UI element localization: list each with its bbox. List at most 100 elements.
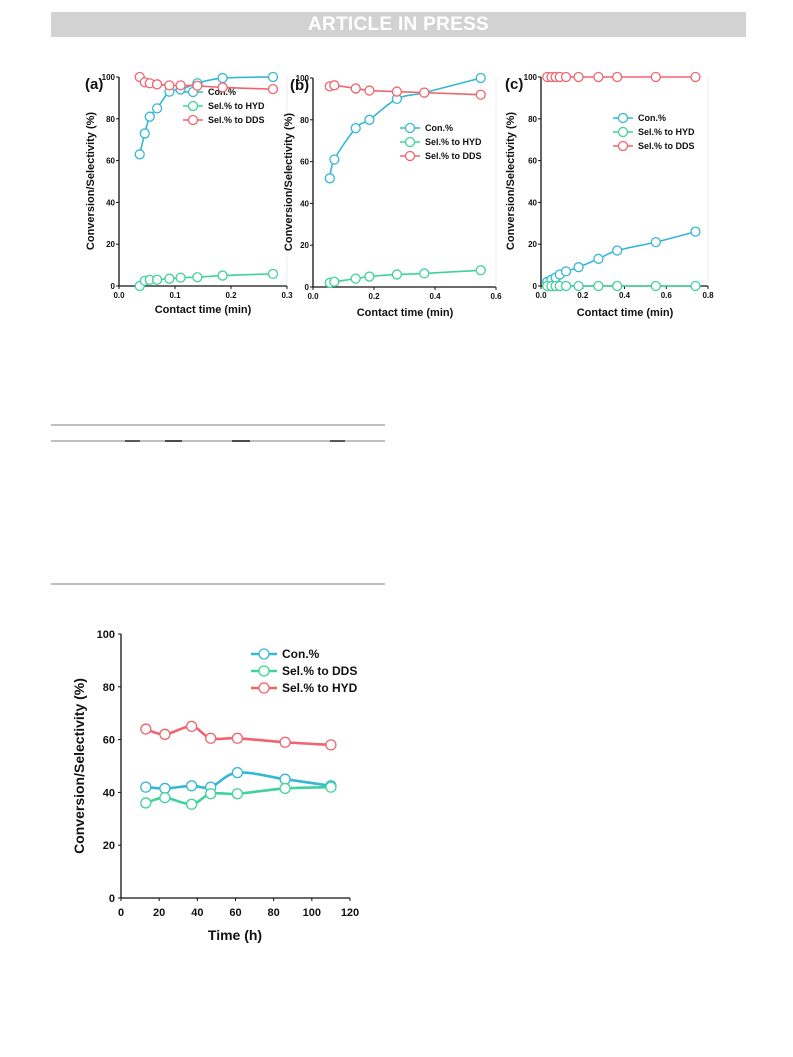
x-tick-label: 0.3	[281, 291, 293, 300]
data-point	[419, 87, 430, 98]
y-tick-label: 80	[528, 115, 537, 124]
data-point	[159, 728, 171, 740]
x-tick-label: 0	[118, 907, 124, 919]
data-point	[217, 72, 228, 84]
data-point	[140, 781, 152, 793]
data-point	[573, 280, 584, 292]
data-point	[231, 788, 244, 800]
x-axis-label: Time (h)	[208, 927, 262, 943]
chart-panel-b: 0 20 40 60 80 100 0.0 0.2 0.4 0.6 Contact time (mi…	[283, 72, 502, 319]
y-axis-label: Conversion/Selectivity (%)	[283, 113, 295, 251]
data-point	[192, 272, 203, 283]
data-point	[151, 103, 163, 114]
y-tick-label: 40	[106, 198, 115, 207]
y-tick-label: 20	[106, 240, 115, 249]
table-rules	[51, 424, 385, 585]
legend-marker	[187, 100, 199, 112]
data-point	[475, 89, 486, 100]
data-point	[175, 80, 186, 91]
legend-label: Con.%	[638, 113, 666, 123]
data-point	[690, 280, 701, 292]
data-point	[185, 720, 198, 733]
panel-label: (c)	[505, 76, 523, 93]
legend-marker	[187, 114, 199, 126]
data-point	[475, 265, 486, 276]
data-point	[217, 82, 228, 93]
x-tick-label: 0.2	[368, 292, 380, 301]
x-tick-label: 80	[268, 907, 280, 919]
y-tick-label: 20	[103, 840, 115, 852]
banner-text: ARTICLE IN PRESS	[307, 13, 490, 35]
data-point	[325, 781, 337, 793]
y-axis-label: Conversion/Selectivity (%)	[505, 112, 517, 250]
y-tick-label: 20	[528, 240, 537, 249]
legend-label: Sel.% to DDS	[282, 664, 357, 678]
data-point	[231, 732, 244, 744]
data-point	[134, 149, 145, 160]
legend-label: Con.%	[425, 123, 453, 133]
data-point	[231, 766, 244, 779]
y-tick-label: 20	[300, 241, 309, 250]
data-point	[279, 773, 291, 785]
legend-marker	[258, 648, 270, 660]
data-point	[593, 71, 604, 83]
x-tick-label: 100	[303, 907, 321, 919]
x-tick-label: 20	[153, 907, 165, 919]
data-point	[350, 273, 361, 284]
data-point	[140, 797, 152, 809]
y-tick-label: 40	[528, 198, 537, 207]
x-tick-label: 0.4	[429, 292, 441, 301]
x-tick-label: 0.0	[113, 291, 125, 300]
data-point	[324, 173, 335, 184]
x-tick-label: 0.0	[535, 291, 547, 300]
legend-marker	[617, 140, 629, 152]
y-tick-label: 60	[103, 735, 115, 747]
data-point	[560, 266, 572, 277]
data-point	[217, 270, 228, 281]
y-tick-label: 80	[300, 116, 309, 125]
y-tick-label: 80	[103, 682, 115, 694]
data-point	[175, 272, 186, 283]
x-tick-label: 0.6	[661, 291, 673, 300]
x-tick-label: 120	[341, 907, 359, 919]
data-point	[205, 788, 217, 800]
data-point	[690, 71, 701, 83]
y-tick-label: 100	[296, 74, 310, 83]
data-point	[192, 80, 203, 91]
chart-panel-a: 0 20 40 60 80 100 0.0 0.1 0.2 0.3 Contact time (mi…	[85, 71, 293, 316]
article-in-press-banner: ARTICLE IN PRESS	[51, 12, 746, 37]
data-point	[573, 262, 584, 273]
chart-panel-stability: 0 20 40 60 80 100 0 20 40 60 80 100 120 Time (h) Conve…	[71, 629, 359, 943]
x-tick-label: 0.4	[619, 291, 631, 300]
data-point	[475, 72, 486, 84]
data-point	[560, 280, 572, 292]
data-point	[329, 80, 340, 91]
data-point	[140, 723, 152, 735]
y-tick-label: 40	[300, 199, 309, 208]
data-point	[391, 269, 403, 280]
y-axis-label: Conversion/Selectivity (%)	[85, 112, 97, 250]
data-point	[279, 782, 291, 795]
data-point	[144, 111, 155, 122]
legend-marker	[617, 112, 629, 124]
y-tick-label: 100	[102, 73, 116, 82]
data-point	[612, 71, 623, 83]
y-tick-label: 0	[533, 282, 538, 291]
data-point	[419, 268, 430, 279]
data-point	[364, 85, 375, 96]
data-point	[593, 253, 604, 264]
data-point	[573, 71, 584, 83]
legend-marker	[404, 122, 416, 134]
data-point	[391, 86, 403, 97]
data-point	[159, 792, 171, 804]
panel-label: (a)	[85, 76, 103, 93]
y-tick-label: 0	[109, 893, 115, 905]
legend-label: Sel.% to HYD	[638, 127, 695, 137]
data-point	[650, 280, 661, 292]
x-axis-label: Contact time (min)	[155, 304, 252, 316]
data-point	[267, 71, 279, 83]
data-point	[185, 798, 198, 810]
x-axis-label: Contact time (min)	[577, 307, 674, 319]
panel-label: (b)	[290, 77, 309, 94]
